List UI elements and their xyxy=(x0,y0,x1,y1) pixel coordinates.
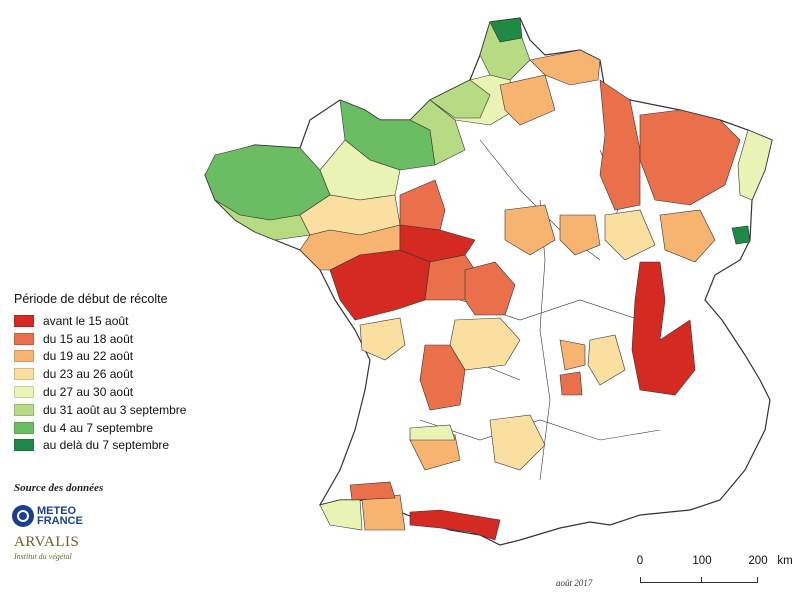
legend-item: du 19 au 22 août xyxy=(14,348,186,366)
region-eure-loir xyxy=(399,179,446,231)
scale-label-unit: km xyxy=(777,555,793,567)
scale-label-0: 0 xyxy=(636,555,644,567)
region-loire-patch xyxy=(559,371,583,396)
region-landes-light xyxy=(409,424,456,441)
legend-swatch xyxy=(14,314,34,327)
scale-label-100: 100 xyxy=(692,555,712,567)
legend-item: du 23 au 26 août xyxy=(14,365,186,383)
meteo-france-icon xyxy=(12,505,34,527)
region-cher xyxy=(464,261,516,316)
legend-label: au delà du 7 septembre xyxy=(43,438,170,453)
region-gers xyxy=(489,414,546,471)
region-allier xyxy=(587,334,626,386)
arvalis-logo: ARVALIS Institut du végétal xyxy=(14,534,79,561)
legend-swatch xyxy=(14,350,34,363)
scale-tick-mid xyxy=(701,577,702,583)
legend-label: du 23 au 26 août xyxy=(43,367,134,382)
legend-label: du 27 au 30 août xyxy=(43,385,134,400)
region-normandie-light xyxy=(409,99,466,166)
legend-item: du 4 au 7 septembre xyxy=(14,419,186,437)
legend-label: du 19 au 22 août xyxy=(43,349,134,364)
region-rhone-red xyxy=(631,261,696,396)
meteo-line2: FRANCE xyxy=(37,515,83,527)
legend-item: du 15 au 18 août xyxy=(14,330,186,348)
legend-swatch xyxy=(14,403,34,416)
region-marne xyxy=(599,79,641,211)
legend-swatch xyxy=(14,386,34,399)
legend-item: du 31 août au 3 septembre xyxy=(14,401,186,419)
legend-swatch xyxy=(14,332,34,345)
region-vienne xyxy=(359,317,406,361)
date-note: août 2017 xyxy=(556,578,593,588)
source-label: Source des données xyxy=(14,482,104,494)
region-jura xyxy=(659,209,716,263)
legend-label: avant le 15 août xyxy=(43,313,129,328)
arvalis-subtitle: Institut du végétal xyxy=(14,552,72,561)
legend-swatch xyxy=(14,439,34,452)
legend: Période de début de récolte avant le 15 … xyxy=(14,292,186,454)
region-puy xyxy=(559,339,586,371)
legend-item: avant le 15 août xyxy=(14,312,186,330)
legend-label: du 4 au 7 septembre xyxy=(43,420,154,435)
region-alsace xyxy=(737,129,773,201)
legend-label: du 15 au 18 août xyxy=(43,331,134,346)
region-picardie-green xyxy=(429,79,491,119)
region-charente xyxy=(419,344,466,411)
region-ariege-red xyxy=(409,509,501,541)
legend-item: au delà du 7 septembre xyxy=(14,437,186,455)
legend-swatch xyxy=(14,368,34,381)
region-saone xyxy=(604,209,656,261)
scale-label-200: 200 xyxy=(748,555,768,567)
legend-title: Période de début de récolte xyxy=(14,292,168,306)
region-lorraine xyxy=(639,109,741,206)
region-yonne xyxy=(504,204,556,256)
meteo-line1: METEO xyxy=(37,505,77,517)
region-cote-or xyxy=(559,214,601,256)
legend-label: du 31 août au 3 septembre xyxy=(43,402,187,417)
region-hautes-pyr xyxy=(361,494,406,531)
meteo-france-logo: METEO FRANCE xyxy=(12,505,83,527)
arvalis-name: ARVALIS xyxy=(14,534,80,550)
region-alsace-green xyxy=(731,225,751,245)
legend-swatch xyxy=(14,421,34,434)
region-marne-nord xyxy=(499,74,556,126)
legend-item: du 27 au 30 août xyxy=(14,383,186,401)
scale-line xyxy=(640,577,758,583)
region-pyr-atl xyxy=(319,499,363,531)
region-landes-red xyxy=(349,481,396,501)
